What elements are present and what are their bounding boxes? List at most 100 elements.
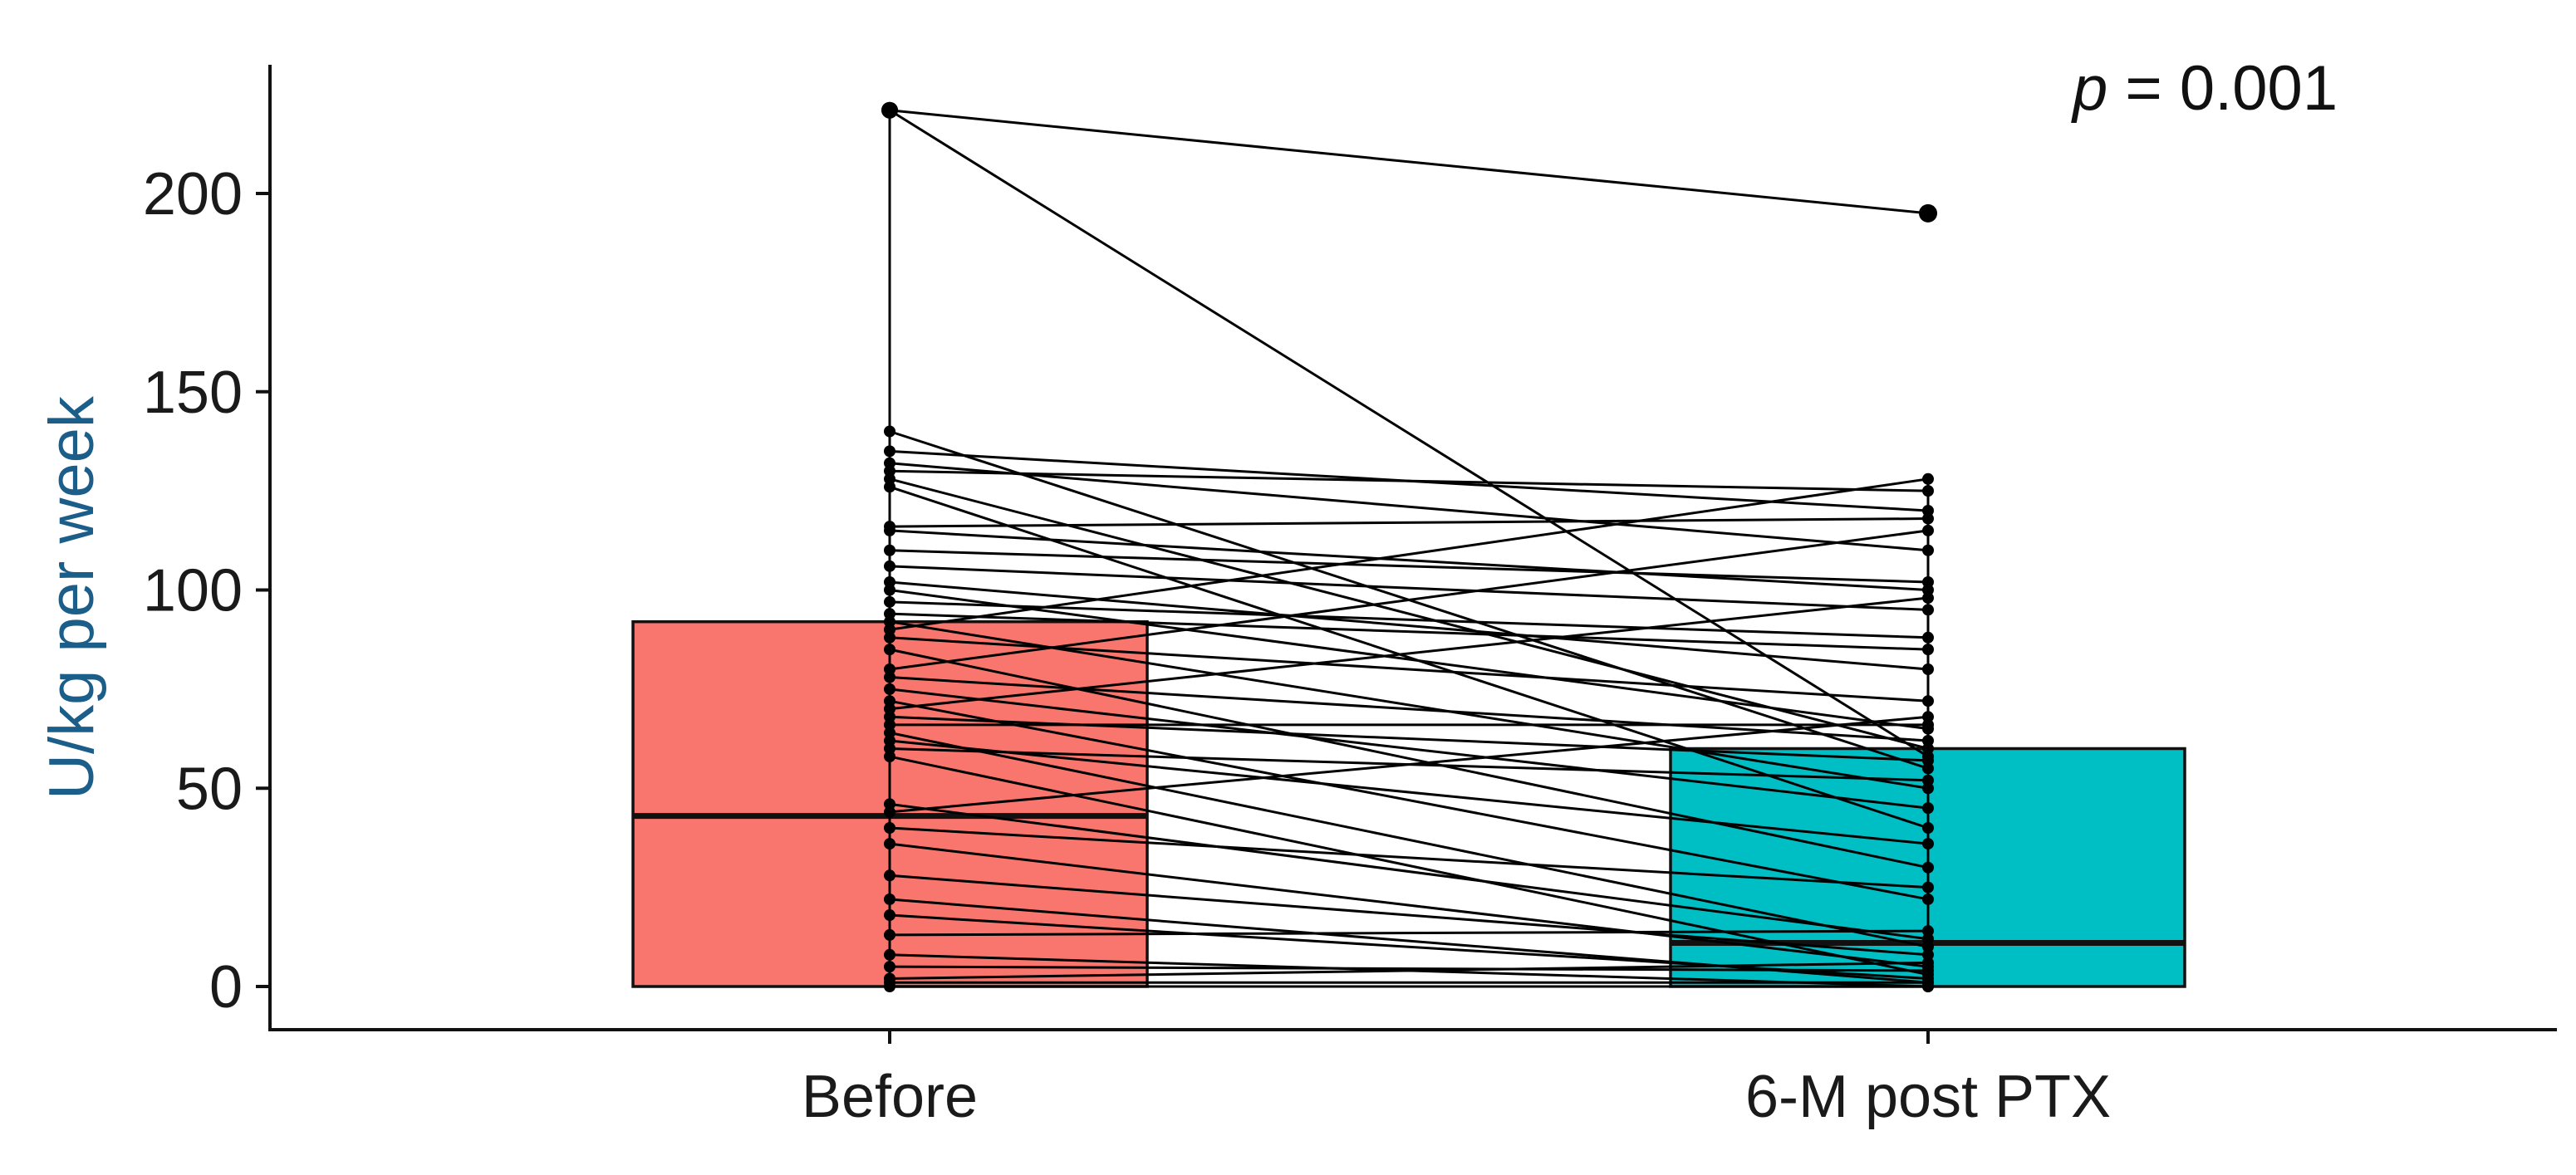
paired-line: [889, 755, 1929, 977]
paired-line: [889, 109, 1929, 215]
point-after: [1922, 802, 1934, 815]
paired-line: [889, 842, 1929, 968]
point-before: [884, 961, 895, 973]
point-before: [884, 560, 895, 572]
point-before: [884, 981, 895, 992]
paired-line: [889, 929, 1929, 937]
paired-line: [889, 477, 1929, 750]
paired-line: [889, 699, 1929, 901]
point-after: [1922, 695, 1934, 707]
point-before: [884, 751, 895, 763]
point-after: [1922, 512, 1934, 525]
paired-line: [889, 731, 1929, 948]
paired-line: [889, 913, 1929, 980]
paired-line: [889, 589, 1929, 731]
paired-line: [889, 529, 1929, 591]
paired-line: [889, 620, 1929, 790]
point-before: [884, 544, 895, 556]
paired-line: [889, 965, 1929, 972]
point-before: [884, 445, 895, 458]
paired-line: [889, 826, 1929, 889]
paired-points-layer: [881, 101, 1937, 992]
point-before: [884, 838, 895, 850]
point-before: [884, 481, 895, 493]
paired-line: [889, 739, 1929, 845]
paired-line: [889, 469, 1929, 492]
paired-line: [889, 529, 1929, 671]
point-before: [884, 683, 895, 695]
paired-line: [889, 961, 1929, 980]
y-tick-label: 150: [143, 360, 243, 426]
point-after: [1922, 881, 1934, 893]
paired-line: [889, 676, 1929, 742]
point-after: [1922, 631, 1934, 644]
p-value-text: = 0.001: [2107, 53, 2338, 124]
point-after: [1922, 981, 1934, 992]
point-after: [1922, 663, 1934, 675]
y-tick-label: 50: [176, 756, 243, 822]
point-before: [884, 584, 895, 596]
y-axis-title: U/kg per week: [37, 395, 107, 800]
paired-line: [889, 517, 1929, 528]
paired-line: [889, 565, 1929, 611]
paired-line: [889, 109, 1929, 758]
point-after: [1922, 893, 1934, 905]
point-after: [1922, 711, 1934, 723]
point-before: [884, 893, 895, 905]
point-after: [1922, 754, 1934, 766]
paired-line: [889, 715, 1929, 814]
point-before: [884, 595, 895, 608]
point-after: [1922, 838, 1934, 850]
point-before: [884, 671, 895, 683]
point-before: [881, 101, 898, 119]
point-after: [1922, 485, 1934, 497]
point-before: [884, 805, 895, 818]
x-ticks: Before 6-M post PTX: [802, 1030, 2111, 1130]
point-after: [1922, 544, 1934, 556]
point-after: [1922, 861, 1934, 874]
point-after: [1922, 472, 1934, 485]
p-value-annotation: p = 0.001: [2071, 53, 2338, 124]
point-after: [1922, 644, 1934, 656]
point-after: [1922, 734, 1934, 747]
paired-line: [889, 580, 1929, 671]
paired-line: [889, 648, 1929, 869]
point-after: [1922, 524, 1934, 536]
paired-line: [889, 596, 1929, 711]
point-after: [1922, 957, 1934, 969]
point-before: [884, 425, 895, 438]
point-after: [1919, 203, 1937, 223]
point-before: [884, 822, 895, 834]
point-before: [884, 948, 895, 961]
point-after: [1922, 925, 1934, 938]
y-tick-label: 100: [143, 558, 243, 624]
paired-line: [889, 485, 1929, 830]
paired-line: [889, 462, 1929, 552]
y-tick-label: 0: [209, 954, 243, 1021]
paired-line: [889, 600, 1929, 639]
point-before: [884, 909, 895, 922]
paired-line: [889, 874, 1929, 957]
point-after: [1922, 575, 1934, 588]
y-ticks: 0 50 100 150 200: [143, 161, 270, 1021]
point-before: [884, 928, 895, 941]
point-after: [1922, 592, 1934, 605]
x-tick-label: 6-M post PTX: [1745, 1064, 2111, 1130]
point-after: [1922, 822, 1934, 834]
point-before: [884, 869, 895, 882]
paired-line: [889, 688, 1929, 810]
point-before: [884, 644, 895, 656]
point-after: [1922, 774, 1934, 786]
point-after: [1922, 604, 1934, 616]
paired-line: [889, 636, 1929, 703]
p-symbol: p: [2071, 53, 2107, 124]
paired-line: [889, 802, 1929, 941]
point-before: [884, 631, 895, 644]
paired-line: [889, 549, 1929, 584]
y-tick-label: 200: [143, 161, 243, 228]
paired-line: [889, 612, 1929, 651]
paired-line: [889, 477, 1929, 631]
point-before: [884, 524, 895, 536]
x-tick-label: Before: [802, 1064, 978, 1130]
